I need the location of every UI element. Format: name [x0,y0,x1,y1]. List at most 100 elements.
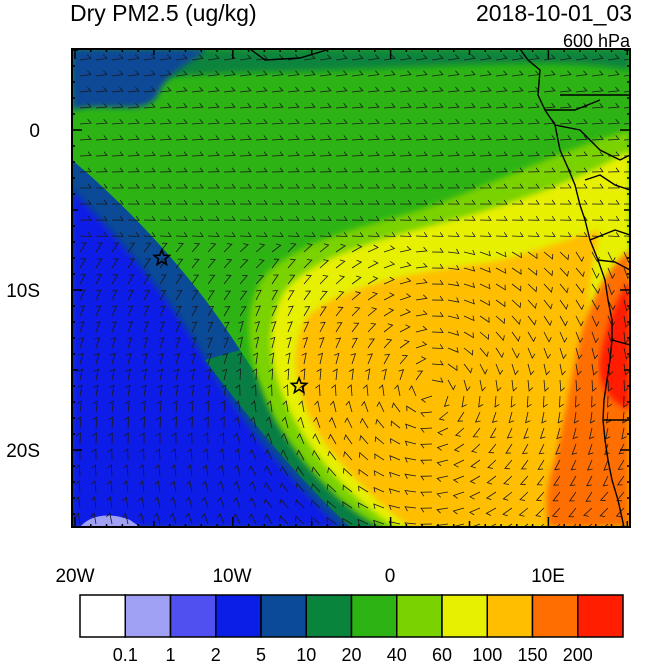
wind-barb-icon [518,507,529,517]
wind-barb-icon [479,119,492,125]
wind-barb-icon [583,507,593,517]
wind-barb-icon [239,54,252,61]
wind-barb-icon [378,384,385,397]
wind-barb-icon [223,306,231,317]
wind-barb-icon [543,299,553,310]
wind-barb-icon [351,322,360,333]
wind-barb-icon [415,70,428,77]
wind-barb-icon [623,90,630,93]
wind-barb-icon [575,363,582,376]
wind-barb-icon [287,102,300,109]
wind-barb-icon [559,331,568,343]
wind-barb-icon [557,411,563,424]
wind-barb-icon [591,395,596,408]
wind-barb-icon [249,480,257,493]
wind-barb-icon [169,496,177,509]
wind-barb-icon [447,151,460,157]
wind-barb-icon [191,321,198,333]
wind-barb-icon [527,283,538,293]
wind-barb-icon [537,459,545,470]
wind-barb-icon [559,251,569,261]
wind-barb-icon [527,135,540,141]
wind-barb-icon [170,464,177,477]
wind-barb-icon [543,215,556,221]
wind-barb-icon [543,347,551,360]
wind-barb-icon [106,512,113,525]
wind-barb-icon [511,119,524,125]
wind-barb-icon [207,306,215,317]
wind-barb-icon [255,102,268,109]
wind-barb-icon [111,151,124,157]
wind-barb-icon [383,119,396,125]
wind-barb-icon [111,102,124,109]
wind-barb-icon [527,119,540,125]
wind-barb-icon [171,448,177,461]
wind-barb-icon [383,323,394,333]
wind-barb-icon [265,416,273,429]
wind-barb-icon [191,86,204,93]
wind-barb-icon [452,475,465,484]
wind-barb-icon [223,321,230,333]
wind-barb-icon [469,475,481,484]
wind-barb-icon [207,232,220,237]
wind-barb-icon [479,215,492,221]
wind-barb-icon [207,102,220,109]
wind-barb-icon [297,416,305,429]
wind-barb-icon [431,377,444,383]
wind-barb-icon [303,274,312,285]
wind-barb-icon [220,400,226,413]
wind-barb-icon [223,119,236,125]
colorbar-box-6 [350,594,398,638]
wind-barb-icon [351,167,364,173]
wind-barb-icon [361,400,369,413]
wind-barb-icon [175,86,188,93]
wind-barb-icon [239,151,252,157]
wind-barb-icon [575,347,583,360]
wind-barb-icon [271,102,284,109]
wind-barb-icon [79,151,92,157]
wind-barb-icon [463,86,476,93]
wind-barb-icon [607,299,616,311]
wind-barb-icon [95,183,108,189]
wind-barb-icon [158,352,164,365]
africa-coastline [519,49,625,527]
wind-barb-icon [591,347,599,360]
wind-barb-icon [554,459,561,471]
wind-barb-icon [249,432,257,445]
wind-barb-icon [575,267,585,278]
wind-barb-icon [431,327,444,333]
wind-barb-icon [586,475,593,487]
wind-barb-icon [159,135,172,141]
wind-barb-icon [143,167,156,173]
wind-barb-icon [94,336,101,349]
wind-barb-icon [111,242,120,253]
wind-barb-icon [453,443,465,453]
wind-barb-icon [95,242,103,253]
wind-barb-icon [463,282,476,289]
wind-barb-icon [463,232,476,237]
wind-barb-icon [123,448,129,461]
wind-barb-icon [271,232,284,237]
wind-barb-icon [591,86,604,93]
wind-barb-icon [603,459,609,471]
wind-barb-icon [255,70,268,77]
wind-barb-icon [335,70,348,77]
wind-barb-icon [373,503,385,509]
wind-barb-icon [543,315,553,327]
wind-barb-icon [79,54,92,61]
wind-barb-icon [283,384,289,397]
wind-barb-icon [203,432,209,445]
wind-barb-icon [511,86,524,93]
wind-barb-icon [463,347,474,356]
wind-barb-icon [351,232,364,237]
wind-barb-icon [287,199,300,205]
wind-barb-icon [141,384,147,397]
wind-barb-icon [479,299,491,307]
wind-barb-icon [479,102,492,109]
wind-barb-icon [126,352,132,365]
wind-barb-icon [351,119,364,125]
wind-barb-icon [207,151,220,157]
wind-barb-icon [236,368,242,381]
wind-barb-icon [489,427,497,438]
wind-barb-icon [431,247,444,253]
